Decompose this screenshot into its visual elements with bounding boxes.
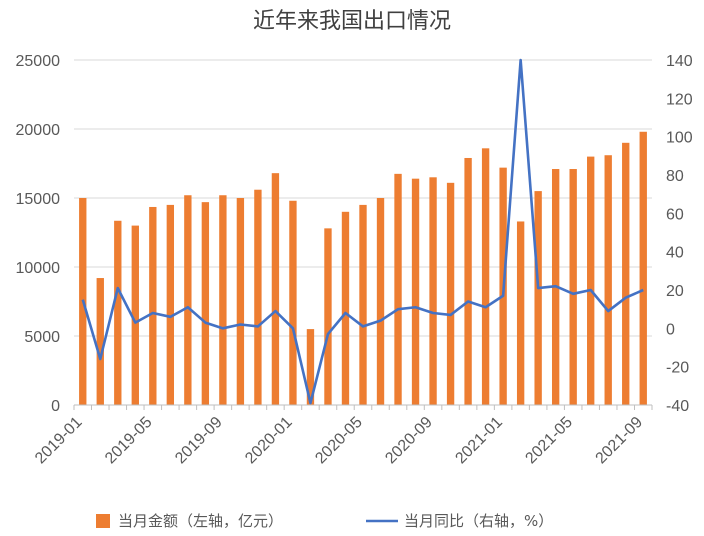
- chart-title: 近年来我国出口情况: [253, 9, 451, 34]
- bar: [569, 169, 577, 405]
- bar: [254, 189, 262, 405]
- bar: [429, 177, 437, 405]
- y-right-tick-label: 60: [666, 206, 684, 223]
- bar: [516, 221, 525, 405]
- bar: [394, 173, 402, 405]
- bar: [376, 198, 385, 405]
- y-right-tick-label: 100: [666, 130, 693, 147]
- bar: [149, 206, 157, 405]
- y-right-tick-label: -20: [666, 360, 689, 377]
- bar: [639, 131, 647, 405]
- bar: [341, 211, 350, 405]
- bar: [324, 228, 332, 405]
- y-left-tick-label: 5000: [24, 329, 60, 346]
- bar: [289, 200, 297, 405]
- y-right-tick-label: 0: [666, 321, 675, 338]
- x-tick-label: 2020-09: [382, 414, 436, 468]
- bar: [131, 225, 139, 405]
- bar: [219, 195, 227, 405]
- yoy-line: [81, 58, 644, 405]
- bar: [201, 202, 210, 405]
- bar: [271, 173, 280, 405]
- bar: [411, 178, 420, 405]
- bar: [464, 157, 472, 405]
- y-right-tick-label: 40: [666, 245, 684, 262]
- x-tick-label: 2021-09: [593, 414, 647, 468]
- bar: [481, 148, 490, 405]
- bar: [306, 329, 315, 405]
- bar: [166, 204, 175, 405]
- bar: [446, 182, 455, 405]
- bar-series: [79, 131, 647, 406]
- bar: [96, 278, 104, 405]
- bar: [184, 195, 192, 405]
- bar: [236, 198, 245, 405]
- y-right-tick-label: -40: [666, 398, 689, 415]
- y-left-tick-label: 20000: [16, 122, 61, 139]
- y-left-tick-label: 15000: [16, 191, 61, 208]
- line-series: [81, 58, 644, 405]
- y-left-tick-label: 25000: [16, 53, 61, 70]
- x-tick-label: 2020-05: [312, 414, 366, 468]
- x-tick-label: 2019-05: [102, 414, 156, 468]
- x-tick-label: 2019-09: [172, 414, 226, 468]
- x-tick-label: 2020-01: [242, 414, 296, 468]
- y-left-tick-label: 10000: [16, 260, 61, 277]
- bar: [534, 191, 542, 405]
- bar: [604, 155, 612, 405]
- legend: 当月金额（左轴，亿元） 当月同比（右轴，%）: [96, 512, 553, 530]
- y-left-tick-label: 0: [51, 398, 60, 415]
- bar: [359, 204, 367, 405]
- y-right-tick-label: 20: [666, 283, 684, 300]
- legend-line-label: 当月同比（右轴，%）: [404, 512, 553, 530]
- y-right-tick-label: 120: [666, 91, 693, 108]
- y-right-tick-label: 140: [666, 53, 693, 70]
- legend-bar-label: 当月金额（左轴，亿元）: [118, 512, 283, 530]
- bar: [587, 156, 595, 405]
- x-tick-label: 2021-01: [452, 414, 506, 468]
- bar: [622, 142, 630, 406]
- x-tick-label: 2021-05: [522, 414, 576, 468]
- legend-bar-swatch: [96, 514, 110, 528]
- x-tick-label: 2019-01: [32, 414, 86, 468]
- bar: [114, 220, 122, 405]
- y-right-tick-label: 80: [666, 168, 684, 185]
